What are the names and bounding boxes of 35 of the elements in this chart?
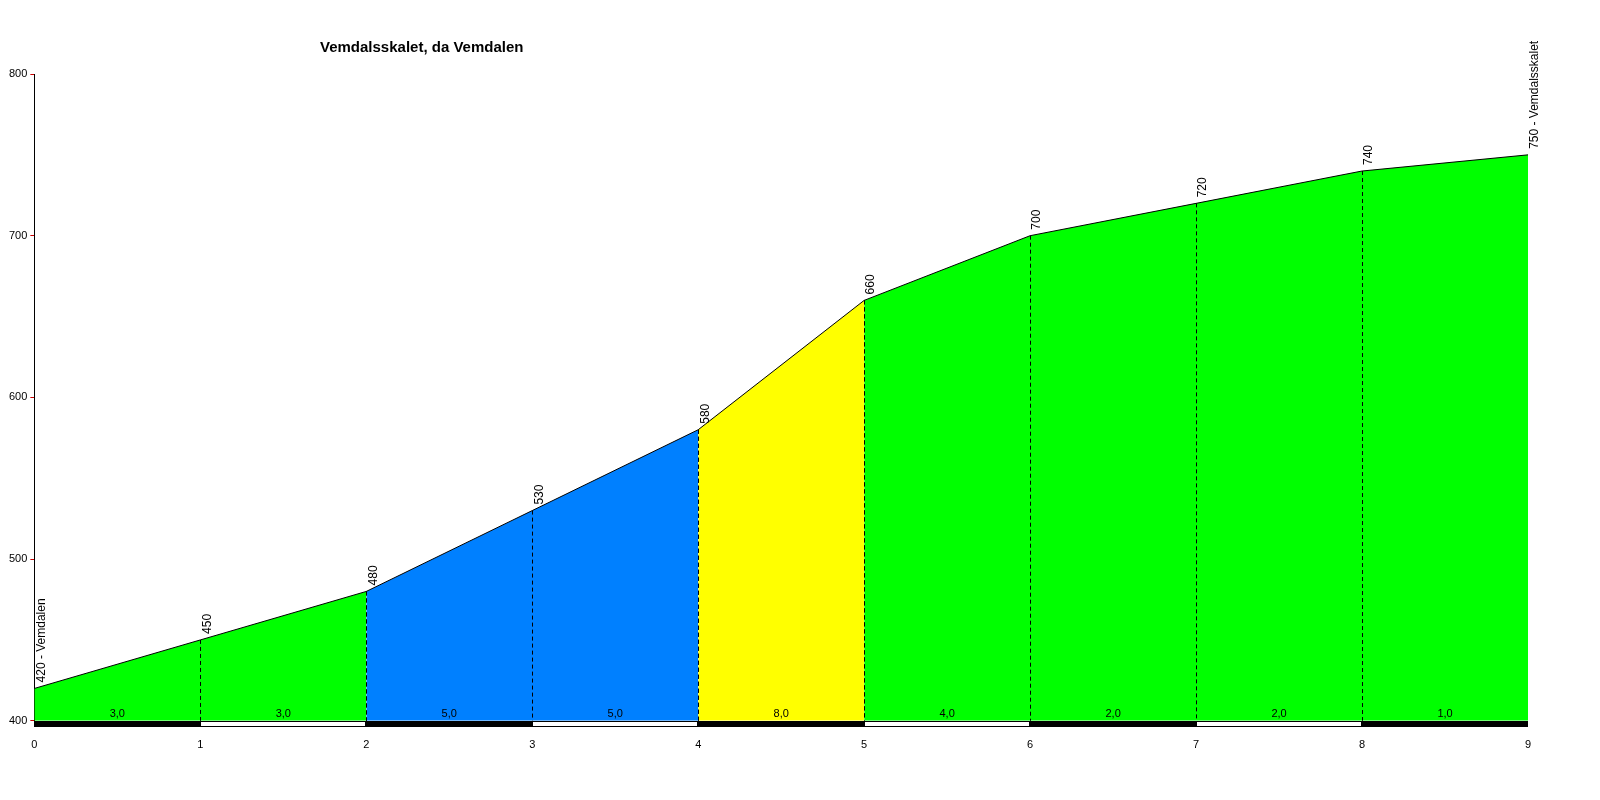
x-tick-label: 7 bbox=[1193, 738, 1200, 751]
y-tick-label: 700 bbox=[8, 228, 28, 241]
data-label: 420 - Vemdalen bbox=[33, 598, 48, 683]
y-tick-label: 800 bbox=[8, 67, 28, 80]
x-tick-label: 5 bbox=[861, 738, 868, 751]
y-tick-label: 600 bbox=[8, 390, 28, 403]
annotation: 1,0 bbox=[1437, 707, 1453, 720]
data-label: 740 bbox=[1361, 144, 1376, 166]
x-tick-label: 0 bbox=[31, 738, 38, 751]
x-tick-label: 1 bbox=[197, 738, 204, 751]
data-label: 720 bbox=[1195, 177, 1210, 198]
annotation: 4,0 bbox=[939, 707, 955, 720]
data-label: 700 bbox=[1029, 209, 1044, 230]
data-label: 480 bbox=[365, 565, 380, 586]
data-label: 750 - Vemdalsskalet bbox=[1527, 40, 1542, 149]
annotation: 8,0 bbox=[773, 707, 789, 720]
data-label: 530 bbox=[531, 484, 546, 505]
data-label: 580 bbox=[697, 403, 712, 424]
annotation: 3,0 bbox=[109, 707, 125, 720]
x-tick-label: 2 bbox=[363, 738, 370, 751]
annotation: 5,0 bbox=[607, 707, 623, 720]
annotation: 2,0 bbox=[1105, 707, 1121, 720]
chart-title: Vemdalsskalet, da Vemdalen bbox=[320, 38, 524, 55]
x-tick-label: 8 bbox=[1358, 738, 1366, 751]
annotation: 2,0 bbox=[1271, 707, 1287, 720]
x-tick-label: 4 bbox=[695, 738, 702, 751]
data-label: 660 bbox=[863, 274, 878, 295]
y-tick-label: 400 bbox=[8, 713, 28, 726]
annotation: 3,0 bbox=[275, 707, 291, 720]
x-tick-label: 9 bbox=[1524, 738, 1532, 751]
x-tick-label: 6 bbox=[1027, 738, 1034, 751]
x-tick-label: 3 bbox=[529, 738, 536, 751]
y-tick-label: 500 bbox=[8, 552, 28, 565]
data-label: 450 bbox=[199, 613, 214, 634]
annotation: 5,0 bbox=[441, 707, 457, 720]
